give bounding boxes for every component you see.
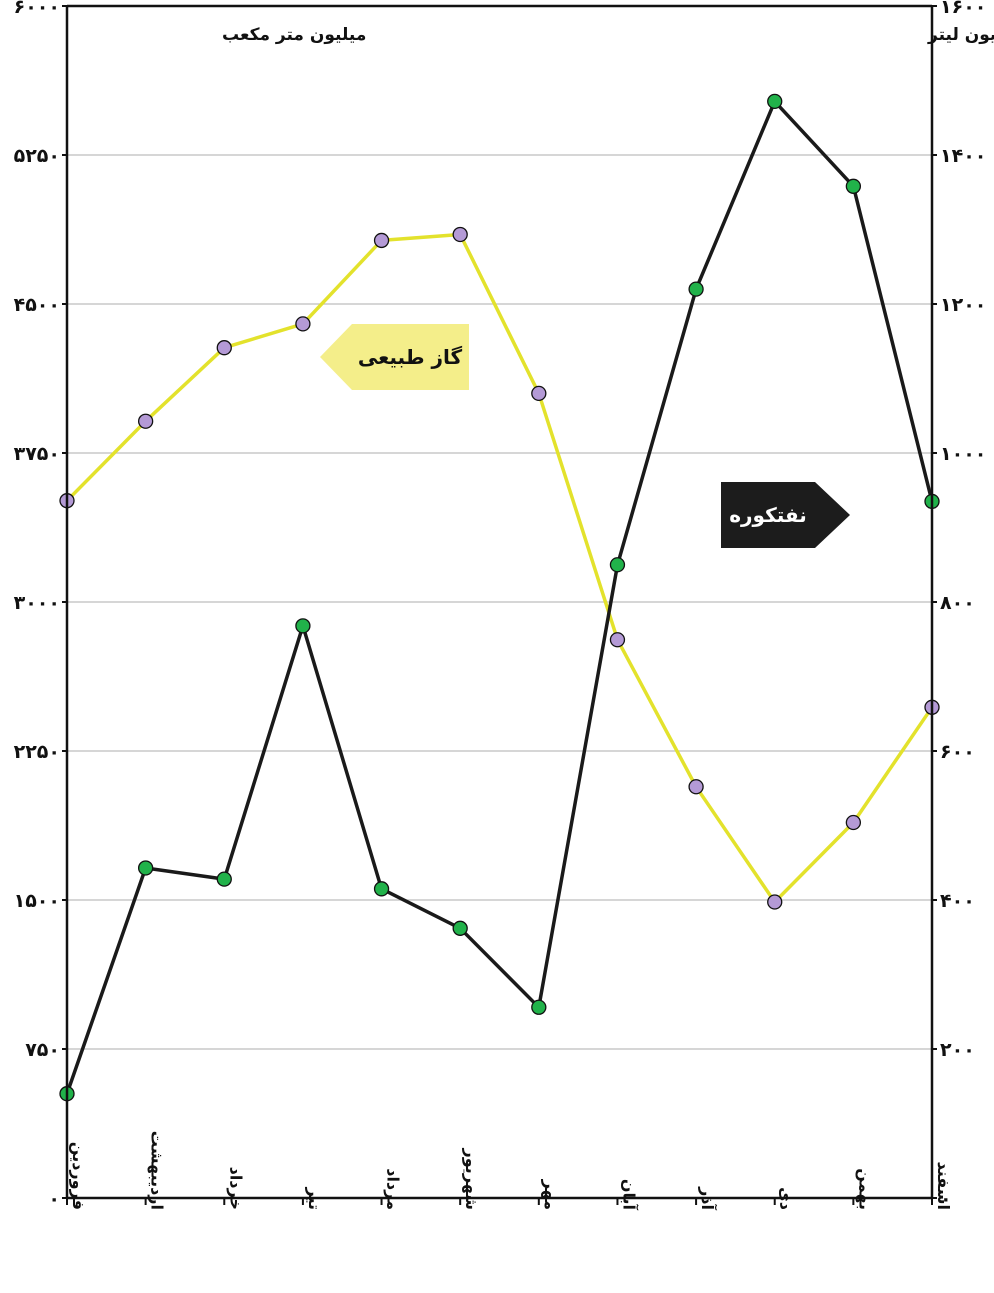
x-category-label: فروردین xyxy=(69,1142,88,1210)
series-0-point xyxy=(216,340,232,356)
series-1-point xyxy=(767,93,783,110)
right-tick-label: ۶۰۰ xyxy=(940,741,975,763)
series-1-point xyxy=(452,920,468,936)
series-1-point xyxy=(688,281,704,297)
series-0-point xyxy=(137,413,154,429)
x-category-label: تیر xyxy=(305,1187,324,1211)
gridlines xyxy=(67,154,932,1050)
legend-tag-oil: نفتکوره xyxy=(721,482,850,548)
right-tick-label: ۱۴۰۰ xyxy=(940,145,986,167)
series-layer xyxy=(59,93,940,1102)
right-tick-label: ۴۰۰ xyxy=(940,890,975,912)
right-tick-label: ۱۶۰۰ xyxy=(940,0,986,18)
right-tick-label: ۲۰۰ xyxy=(940,1039,975,1061)
x-category-label: شهریور xyxy=(462,1148,481,1211)
series-0-point xyxy=(609,632,626,648)
x-category-label: خرداد xyxy=(226,1167,245,1210)
series-1-point xyxy=(609,557,626,573)
left-tick-label: ۴۵۰۰ xyxy=(14,294,60,316)
right-unit-label: میلیون لیتر xyxy=(927,25,994,45)
left-unit-label: میلیون متر مکعب xyxy=(222,25,366,45)
series-0-point xyxy=(688,779,704,795)
gas-tag-shape xyxy=(320,324,469,390)
x-category-label: مهر xyxy=(541,1179,560,1210)
left-tick-label: ۵۲۵۰ xyxy=(14,145,60,167)
left-tick-label: ۰ xyxy=(48,1188,60,1210)
series-0-point xyxy=(767,894,783,910)
left-tick-label: ۱۵۰۰ xyxy=(14,890,60,912)
series-1-point xyxy=(137,860,154,876)
series-line-0 xyxy=(65,232,934,904)
legend-tag-gas: گاز طبیعی xyxy=(320,324,469,390)
axis-ticks: ۰ ۷۵۰ ۱۵۰۰ ۲۲۵۰ ۳۰۰۰ ۳۷۵۰ ۴۵۰۰ ۵۲۵۰ ۶۰۰۰ ۰ ۲۰۰ ۴۰۰ ۶… xyxy=(14,0,987,1210)
series-1-point xyxy=(845,178,862,194)
series-0-point xyxy=(531,385,547,402)
x-category-label: آبان xyxy=(619,1179,639,1211)
left-tick-label: ۳۰۰۰ xyxy=(14,592,60,614)
oil-tag-shape xyxy=(721,482,850,548)
x-category-label: اردیبهشت xyxy=(148,1131,167,1210)
right-tick-label: ۱۲۰۰ xyxy=(940,294,986,316)
left-tick-label: ۲۲۵۰ xyxy=(14,741,60,763)
right-tick-label: ۸۰۰ xyxy=(940,592,975,614)
series-0-point xyxy=(295,316,311,332)
series-0-point xyxy=(452,226,468,243)
series-line-1 xyxy=(65,99,934,1095)
right-tick-label: ۰ xyxy=(940,1188,952,1210)
x-category-label: مرداد xyxy=(384,1168,403,1210)
month-labels: فروردین اردیبهشت خرداد تیر مرداد شهریور مهر آبا… xyxy=(66,1131,953,1211)
left-tick-label: ۷۵۰ xyxy=(25,1039,60,1061)
x-category-label: دی xyxy=(777,1187,796,1210)
left-tick-label: ۳۷۵۰ xyxy=(14,443,60,465)
series-1-point xyxy=(295,618,311,634)
x-category-label: آذر xyxy=(698,1186,718,1210)
series-0-point xyxy=(373,232,390,249)
oil-tag-label: نفتکوره xyxy=(729,503,807,527)
series-0-point xyxy=(845,814,862,831)
right-tick-label: ۱۰۰۰ xyxy=(940,443,986,465)
left-tick-label: ۶۰۰۰ xyxy=(14,0,60,18)
series-1-point xyxy=(216,871,232,887)
x-category-label: بهمن xyxy=(855,1168,874,1210)
series-1-point xyxy=(531,999,547,1015)
x-category-label: اسفند xyxy=(934,1161,953,1210)
series-1-point xyxy=(373,881,390,897)
gas-tag-label: گاز طبیعی xyxy=(358,345,463,369)
